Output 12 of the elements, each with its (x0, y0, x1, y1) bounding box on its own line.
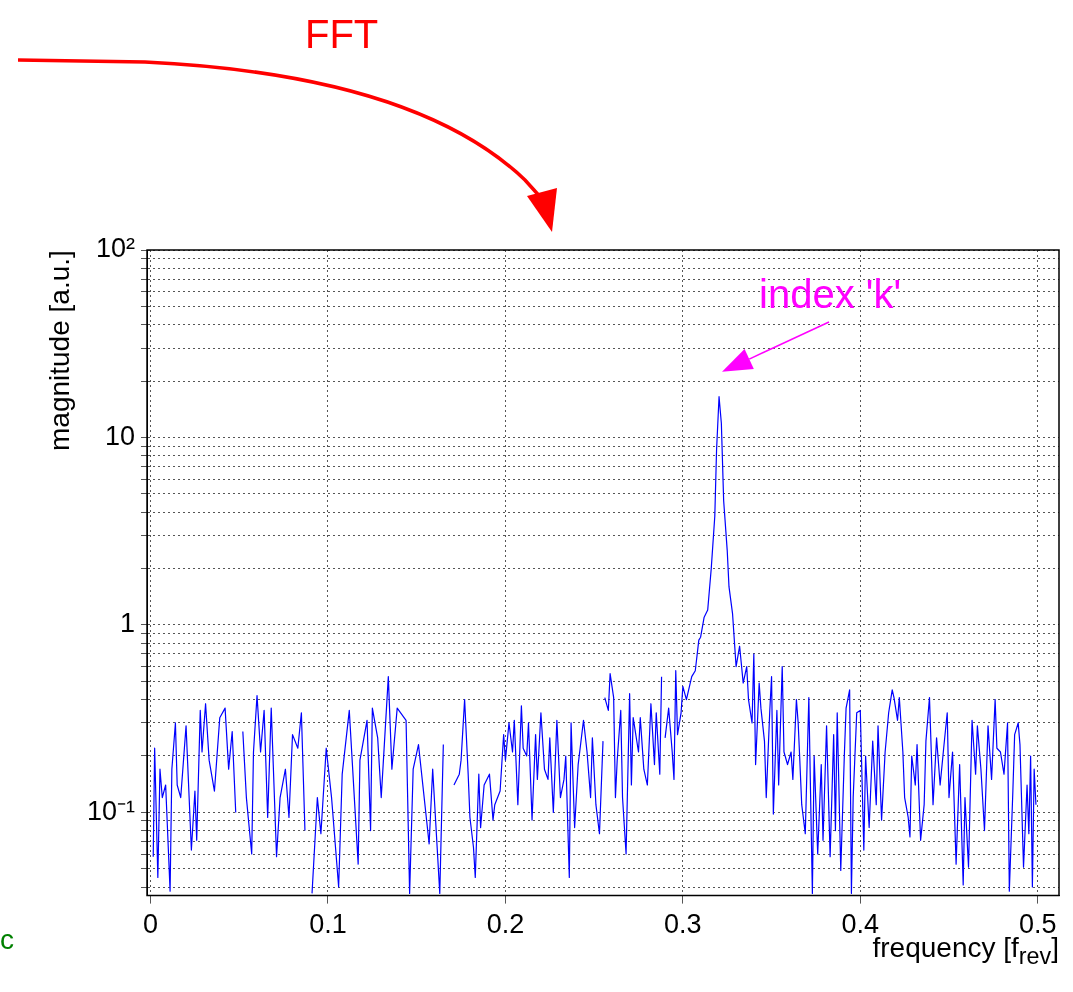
text: c (0, 923, 14, 956)
x-tick-label: 0.2 (486, 909, 525, 940)
x-tick-label: 0.3 (664, 909, 702, 940)
y-tick-label: 10 (104, 420, 136, 451)
y-tick-label: 10² (95, 233, 136, 264)
y-axis-title: magnitude [a.u.] (44, 250, 76, 451)
y-tick-label: 10⁻¹ (86, 795, 136, 826)
annotation: index 'k' (759, 272, 902, 317)
y-tick-label: 1 (119, 608, 136, 639)
x-tick-label: 0 (143, 909, 159, 940)
x-tick-label: 0.1 (309, 909, 347, 940)
text: FFT (305, 12, 379, 57)
